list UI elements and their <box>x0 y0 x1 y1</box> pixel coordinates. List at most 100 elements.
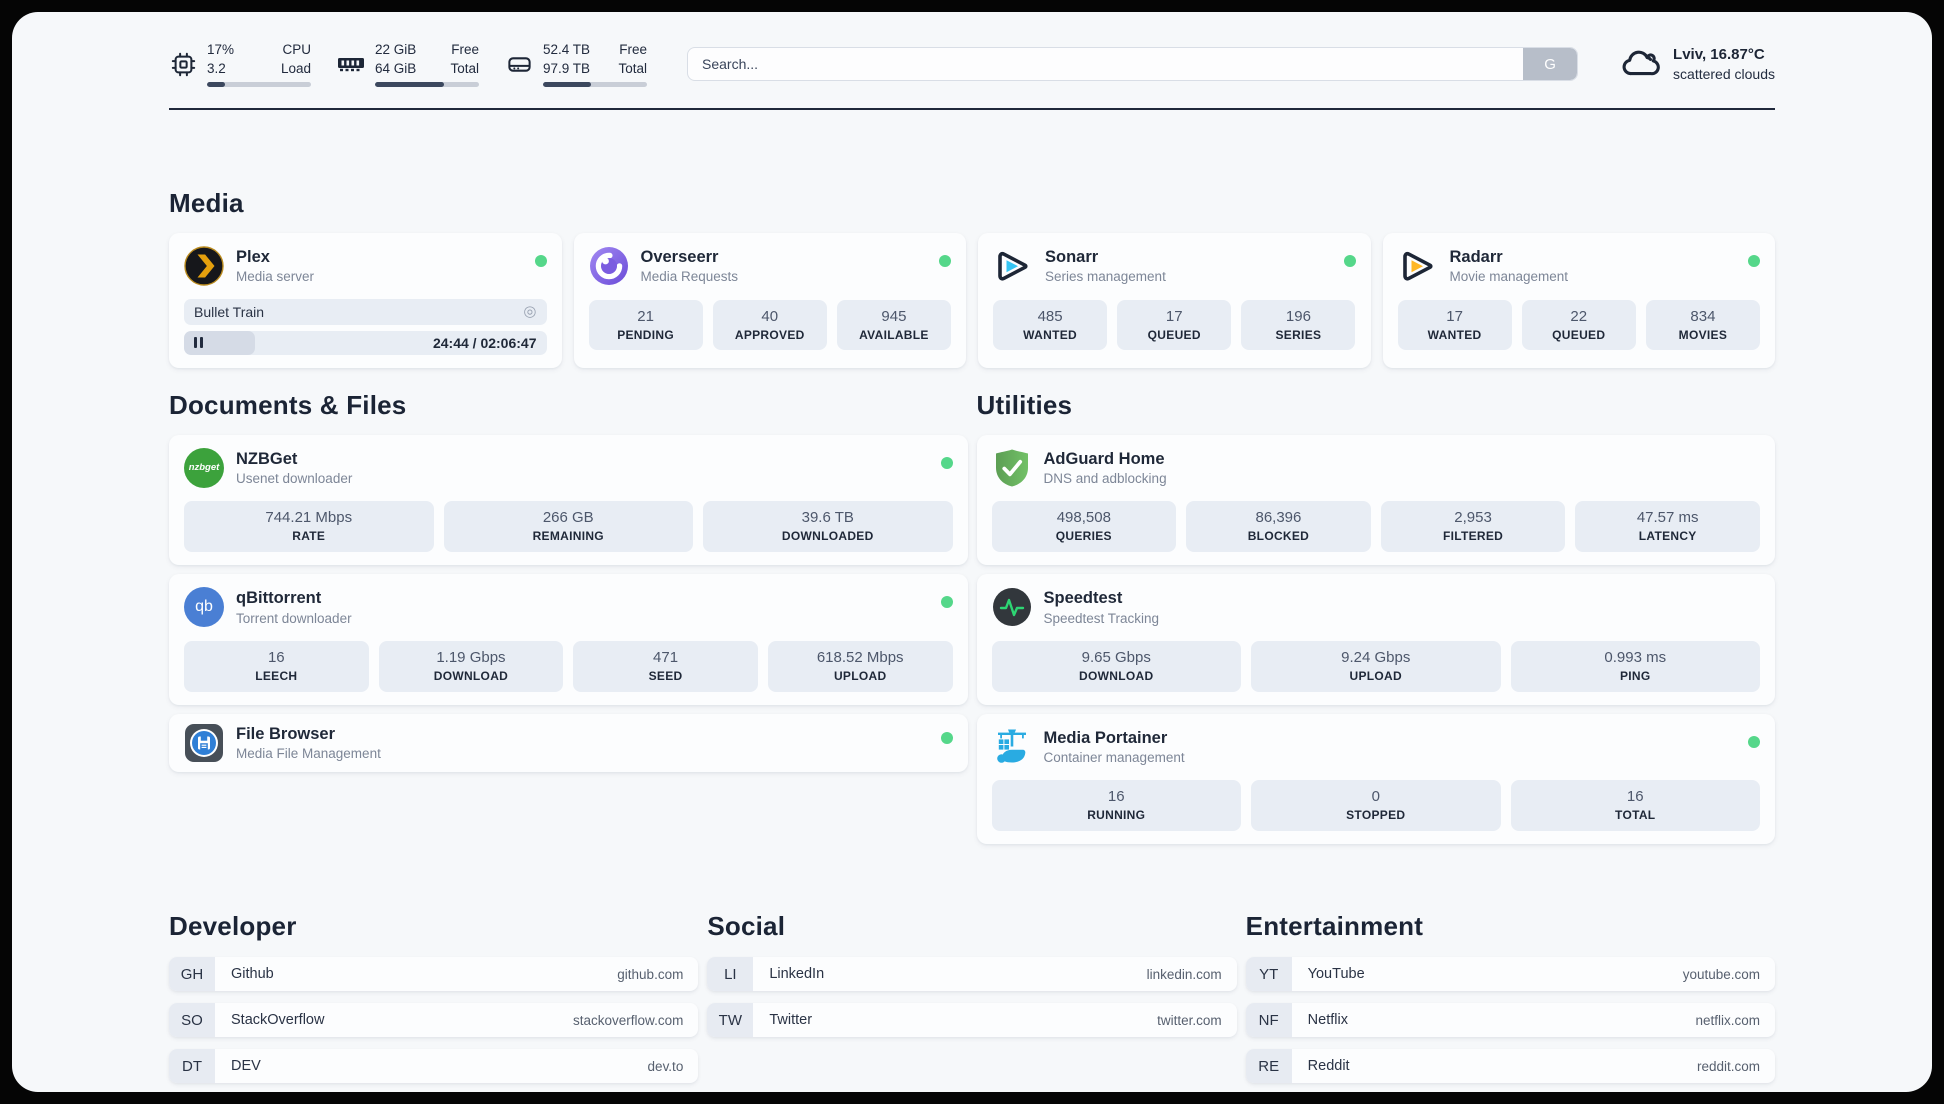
search-input[interactable] <box>688 48 1524 80</box>
bookmark-name: Reddit <box>1307 1058 1350 1075</box>
bookmark-abbr: LI <box>707 957 754 992</box>
stat-value: 744.21 Mbps <box>265 509 353 527</box>
stat-label: RATE <box>292 529 326 544</box>
app-name[interactable]: Overseerr <box>640 248 719 266</box>
bookmark-name: DEV <box>231 1058 261 1075</box>
bookmark-url: youtube.com <box>1682 966 1760 982</box>
stat-label: PENDING <box>617 327 674 342</box>
bookmark-name: Github <box>231 966 274 983</box>
stat-value: 17 <box>1165 307 1183 325</box>
weather-widget[interactable]: Lviv, 16.87°C scattered clouds <box>1620 44 1775 85</box>
app-subtitle: Torrent downloader <box>236 610 352 626</box>
section-title-utilities: Utilities <box>976 389 1073 420</box>
stat-value: 266 GB <box>542 509 594 527</box>
bookmark-reddit[interactable]: RE Reddit reddit.com <box>1245 1049 1775 1084</box>
memory-icon <box>337 50 365 78</box>
disk-progress <box>543 81 647 87</box>
app-subtitle: Series management <box>1045 269 1166 285</box>
stat-value: 22 <box>1570 307 1588 325</box>
status-dot <box>1748 255 1760 267</box>
app-name[interactable]: File Browser <box>236 724 336 743</box>
stat-value: 471 <box>653 648 679 666</box>
bookmark-name: StackOverflow <box>231 1012 325 1029</box>
stat-label: DOWNLOAD <box>433 668 509 683</box>
playback-progress-bar[interactable]: 24:44 / 02:06:47 <box>184 330 547 355</box>
stat-label: FILTERED <box>1442 529 1504 544</box>
bookmark-url: github.com <box>617 966 684 982</box>
bookmark-url: stackoverflow.com <box>573 1012 684 1028</box>
bookmark-name: Netflix <box>1307 1012 1348 1029</box>
bookmark-name: YouTube <box>1307 966 1365 983</box>
filebrowser-icon <box>184 723 224 763</box>
bookmark-dev[interactable]: DT DEV dev.to <box>169 1049 699 1084</box>
app-card-sonarr[interactable]: Sonarr Series management 485 WANTED 17 Q… <box>978 233 1371 368</box>
app-card-radarr[interactable]: Radarr Movie management 17 WANTED 22 QUE… <box>1382 233 1775 368</box>
app-name[interactable]: Radarr <box>1449 248 1503 266</box>
stat-value: 618.52 Mbps <box>816 648 904 666</box>
app-card-portainer[interactable]: Media Portainer Container management 16 … <box>976 713 1775 845</box>
bookmark-url: linkedin.com <box>1146 966 1222 982</box>
bookmark-name: LinkedIn <box>769 966 825 983</box>
stat-approved: 40 APPROVED <box>712 299 827 351</box>
app-card-nzbget[interactable]: nzbget NZBGet Usenet downloader 744.21 M… <box>169 434 968 566</box>
stat-rate: 744.21 Mbps RATE <box>184 501 434 553</box>
sonarr-icon <box>993 246 1033 286</box>
bookmark-twitter[interactable]: TW Twitter twitter.com <box>707 1003 1237 1038</box>
stat-queued: 22 QUEUED <box>1521 299 1636 351</box>
app-card-overseerr[interactable]: Overseerr Media Requests 21 PENDING 40 A… <box>573 233 966 368</box>
memory-progress <box>375 81 479 87</box>
app-name[interactable]: AdGuard Home <box>1043 449 1165 468</box>
app-name[interactable]: Media Portainer <box>1043 728 1168 747</box>
app-card-qbittorrent[interactable]: qb qBittorrent Torrent downloader 16 LEE… <box>169 574 968 705</box>
section-documents: Documents & Files nzbget NZBGet Usenet d… <box>169 390 968 853</box>
stat-value: 17 <box>1446 307 1463 325</box>
stat-value: 498,508 <box>1056 509 1111 527</box>
app-name[interactable]: Plex <box>236 248 270 266</box>
search-engine-button[interactable]: G <box>1523 48 1578 80</box>
stat-value: 16 <box>1107 788 1125 806</box>
cpu-progress <box>207 81 311 87</box>
stat-value: 1.19 Gbps <box>436 648 506 666</box>
session-target-icon: ◎ <box>523 303 537 321</box>
stat-label: STOPPED <box>1346 808 1406 823</box>
stat-label: APPROVED <box>734 327 805 342</box>
bookmark-netflix[interactable]: NF Netflix netflix.com <box>1245 1003 1775 1038</box>
app-card-filebrowser[interactable]: File Browser Media File Management <box>169 713 968 773</box>
stat-label: BLOCKED <box>1247 529 1310 544</box>
portainer-icon <box>992 727 1032 767</box>
memory-free-label: Free <box>451 42 479 58</box>
app-name[interactable]: Speedtest <box>1043 589 1123 608</box>
bookmark-name: Twitter <box>769 1012 813 1029</box>
disk-free-value: 52.4 TB <box>543 42 591 58</box>
app-name[interactable]: qBittorrent <box>236 589 322 608</box>
app-card-adguard[interactable]: AdGuard Home DNS and adblocking 498,508 … <box>976 434 1775 566</box>
stat-label: UPLOAD <box>1349 668 1402 683</box>
stat-value: 945 <box>881 307 907 325</box>
app-subtitle: Media File Management <box>236 746 381 761</box>
app-name[interactable]: NZBGet <box>236 449 298 468</box>
stat-blocked: 86,396 BLOCKED <box>1186 501 1371 553</box>
now-playing-row[interactable]: Bullet Train ◎ <box>184 298 547 325</box>
bookmark-linkedin[interactable]: LI LinkedIn linkedin.com <box>707 957 1237 992</box>
stat-download: 1.19 Gbps DOWNLOAD <box>378 640 564 692</box>
overseerr-icon <box>589 246 629 286</box>
pause-icon[interactable] <box>194 337 203 349</box>
section-title-entertainment: Entertainment <box>1245 911 1424 942</box>
bookmark-stackoverflow[interactable]: SO StackOverflow stackoverflow.com <box>169 1003 699 1038</box>
memory-stat: 22 GiB 64 GiB Free Total <box>337 41 479 87</box>
stat-value: 2,953 <box>1454 509 1492 527</box>
radarr-icon <box>1398 246 1438 286</box>
app-card-plex[interactable]: Plex Media server Bullet Train ◎ <box>169 233 562 368</box>
stat-downloaded: 39.6 TB DOWNLOADED <box>703 501 953 553</box>
stat-label: WANTED <box>1427 327 1482 342</box>
app-name[interactable]: Sonarr <box>1045 248 1099 266</box>
stat-value: 16 <box>1626 788 1644 806</box>
bookmark-github[interactable]: GH Github github.com <box>169 957 699 992</box>
memory-total-value: 64 GiB <box>375 60 417 76</box>
app-card-speedtest[interactable]: Speedtest Speedtest Tracking 9.65 Gbps D… <box>976 574 1775 705</box>
memory-total-label: Total <box>450 60 479 76</box>
bookmark-youtube[interactable]: YT YouTube youtube.com <box>1245 957 1775 992</box>
stat-value: 40 <box>761 307 779 325</box>
stat-label: QUERIES <box>1055 529 1112 544</box>
disk-free-label: Free <box>619 42 647 58</box>
